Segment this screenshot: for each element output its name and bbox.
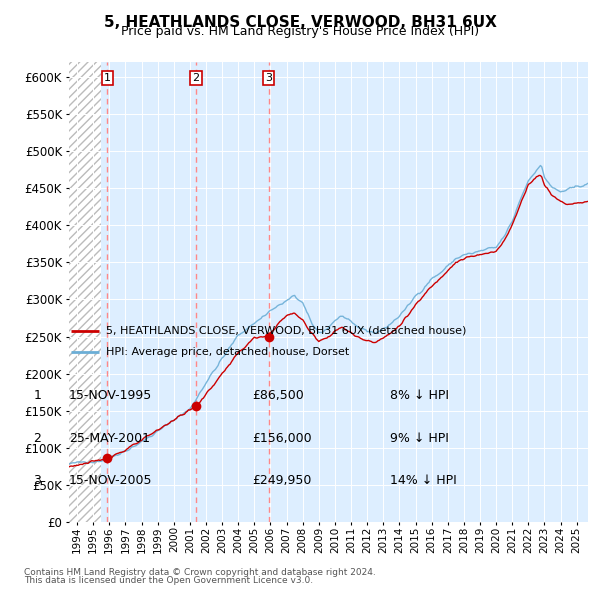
Text: 25-MAY-2001: 25-MAY-2001 bbox=[69, 432, 150, 445]
Text: 15-NOV-2005: 15-NOV-2005 bbox=[69, 474, 152, 487]
Text: 8% ↓ HPI: 8% ↓ HPI bbox=[390, 389, 449, 402]
Text: 3: 3 bbox=[34, 474, 41, 487]
Text: 5, HEATHLANDS CLOSE, VERWOOD, BH31 6UX: 5, HEATHLANDS CLOSE, VERWOOD, BH31 6UX bbox=[104, 15, 496, 30]
Text: Price paid vs. HM Land Registry's House Price Index (HPI): Price paid vs. HM Land Registry's House … bbox=[121, 25, 479, 38]
Text: £86,500: £86,500 bbox=[252, 389, 304, 402]
Text: £249,950: £249,950 bbox=[252, 474, 311, 487]
Text: 3: 3 bbox=[265, 73, 272, 83]
Text: 14% ↓ HPI: 14% ↓ HPI bbox=[390, 474, 457, 487]
Text: 1: 1 bbox=[104, 73, 111, 83]
Text: 2: 2 bbox=[34, 432, 41, 445]
Text: HPI: Average price, detached house, Dorset: HPI: Average price, detached house, Dors… bbox=[106, 347, 349, 357]
Text: 9% ↓ HPI: 9% ↓ HPI bbox=[390, 432, 449, 445]
Text: 2: 2 bbox=[193, 73, 200, 83]
Text: 1: 1 bbox=[34, 389, 41, 402]
Text: Contains HM Land Registry data © Crown copyright and database right 2024.: Contains HM Land Registry data © Crown c… bbox=[24, 568, 376, 577]
Text: 5, HEATHLANDS CLOSE, VERWOOD, BH31 6UX (detached house): 5, HEATHLANDS CLOSE, VERWOOD, BH31 6UX (… bbox=[106, 326, 466, 336]
Text: 15-NOV-1995: 15-NOV-1995 bbox=[69, 389, 152, 402]
Text: £156,000: £156,000 bbox=[252, 432, 311, 445]
Text: This data is licensed under the Open Government Licence v3.0.: This data is licensed under the Open Gov… bbox=[24, 576, 313, 585]
